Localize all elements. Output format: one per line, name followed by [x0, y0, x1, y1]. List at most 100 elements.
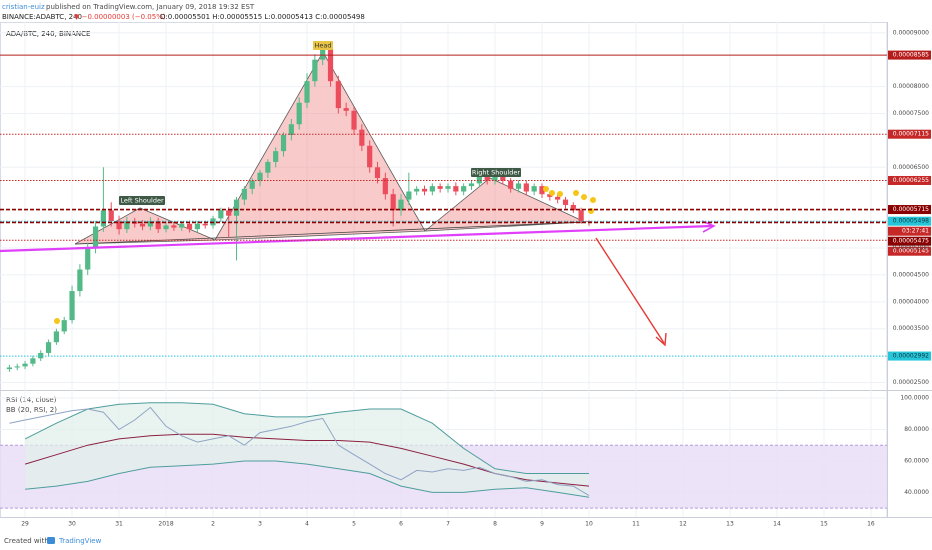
rsi-line [9, 406, 590, 497]
y-tick-label: 0.00006500 [893, 164, 929, 171]
right-shoulder-label-box [471, 168, 521, 177]
axes: 0.00009000 0.00008000 0.00007500 0.00006500… [21, 29, 929, 527]
candle-body [445, 186, 451, 189]
candle-body [92, 226, 99, 249]
trend-arrow-head [701, 220, 716, 233]
x-tick-label: 3 [258, 521, 262, 528]
x-tick-label: 8 [493, 521, 497, 528]
price-tag: 0.00005498 [888, 216, 931, 226]
x-tick-label: 6 [399, 521, 403, 528]
price-tag: 0.00005715 [888, 205, 931, 215]
candle-body [539, 186, 545, 195]
y-tick-label: 0.00004500 [893, 271, 929, 278]
left-shoulder-label-box [119, 196, 165, 205]
price-tag-box [888, 175, 931, 185]
candle-body [218, 210, 224, 219]
x-tick-label: 15 [820, 521, 828, 528]
candle-body [45, 342, 52, 353]
price-tag-box [888, 236, 931, 246]
candle-body [508, 180, 514, 189]
head-label: Head [315, 42, 332, 50]
price-tag-label: 0.00006255 [893, 177, 929, 184]
head-shape [214, 51, 426, 241]
candle-body [327, 48, 334, 82]
price-tag-box [888, 50, 931, 60]
price-tag-label: 0.00005475 [893, 238, 929, 245]
candle-body [515, 183, 522, 189]
projection-dot [543, 186, 549, 192]
x-tick-label: 4 [305, 521, 309, 528]
y-tick-label: 0.00004000 [893, 298, 929, 305]
price-tag-box [888, 129, 931, 139]
price-tag-label: 0.00005498 [893, 218, 929, 225]
x-tick-label: 30 [68, 521, 76, 528]
candle-body [531, 186, 537, 192]
candle-body [500, 175, 506, 181]
candle-body [38, 352, 44, 359]
head-label-box [313, 41, 333, 50]
price-tag-label: 0.00002992 [893, 353, 929, 360]
projection-dot [590, 197, 596, 203]
candle-body [139, 223, 146, 227]
y-tick-label: 0.00009000 [893, 29, 929, 36]
candle-body [429, 186, 435, 192]
x-tick-label: 12 [679, 521, 687, 528]
price-tag-label: 03:27:41 [902, 228, 929, 235]
x-tick-label: 2 [211, 521, 215, 528]
candle-body [179, 223, 185, 228]
ohlc: O:0.00005501 H:0.00005515 L:0.00005413 C… [160, 13, 365, 21]
candle-body [523, 183, 529, 192]
candle-body [124, 221, 130, 230]
candle-body [257, 172, 263, 181]
price-tag-box [888, 205, 931, 215]
candle-body [437, 186, 443, 189]
x-tick-label: 5 [352, 521, 356, 528]
rsi-legend: RSI (14, close) [6, 396, 57, 404]
candle-body [226, 210, 232, 216]
price-tag: 0.00006255 [888, 175, 931, 185]
candle-body [61, 320, 67, 332]
marks [6, 43, 592, 372]
candle-body [69, 291, 75, 321]
target-arrow [595, 237, 665, 344]
candle-body [414, 188, 420, 192]
candle-body [273, 151, 279, 162]
candle-body [265, 161, 271, 173]
x-tick-label: 9 [540, 521, 544, 528]
levels: 0.00008585 0.00007115 0.00006255 0.00005715… [0, 50, 931, 361]
y-tick-label: 0.00002500 [893, 379, 929, 386]
author: cristian-euiz [2, 3, 45, 11]
candle-body [468, 183, 475, 187]
right-shoulder-label: Right Shoulder [472, 169, 520, 177]
projection-dot [557, 191, 563, 197]
candle-body [288, 124, 294, 136]
rsi-line [24, 402, 589, 474]
candle-body [14, 366, 20, 368]
candle-body [194, 223, 200, 230]
candle-body [155, 221, 161, 230]
candle-body [163, 225, 169, 230]
right-shoulder-shape [423, 177, 586, 232]
projection-dot [549, 190, 555, 196]
chart-legend: ADA/BTC, 240, BINANCE [6, 30, 90, 38]
x-tick-label: 14 [773, 521, 781, 528]
candle-body [555, 196, 561, 200]
candle-body [453, 186, 459, 192]
x-tick-label: 2018 [158, 521, 173, 528]
price-tag-box [888, 351, 931, 361]
y-tick-label: 0.00008000 [893, 83, 929, 90]
projection-dot [581, 194, 587, 200]
candle-body [570, 204, 576, 211]
y-tick-label: 40.0000 [904, 489, 929, 496]
candle-body [233, 199, 240, 216]
change: ▼ −0.00000003 (−0.05%) [74, 13, 166, 21]
price-tag: 0.00002992 [888, 351, 931, 361]
price-tag-label: 0.00007115 [893, 131, 929, 138]
candle-body [547, 194, 553, 197]
target-arrow-head [655, 332, 667, 347]
candle-body [351, 110, 357, 130]
price-tag: 0.00008585 [888, 50, 931, 60]
price-tag: 0.00005475 [888, 236, 931, 246]
